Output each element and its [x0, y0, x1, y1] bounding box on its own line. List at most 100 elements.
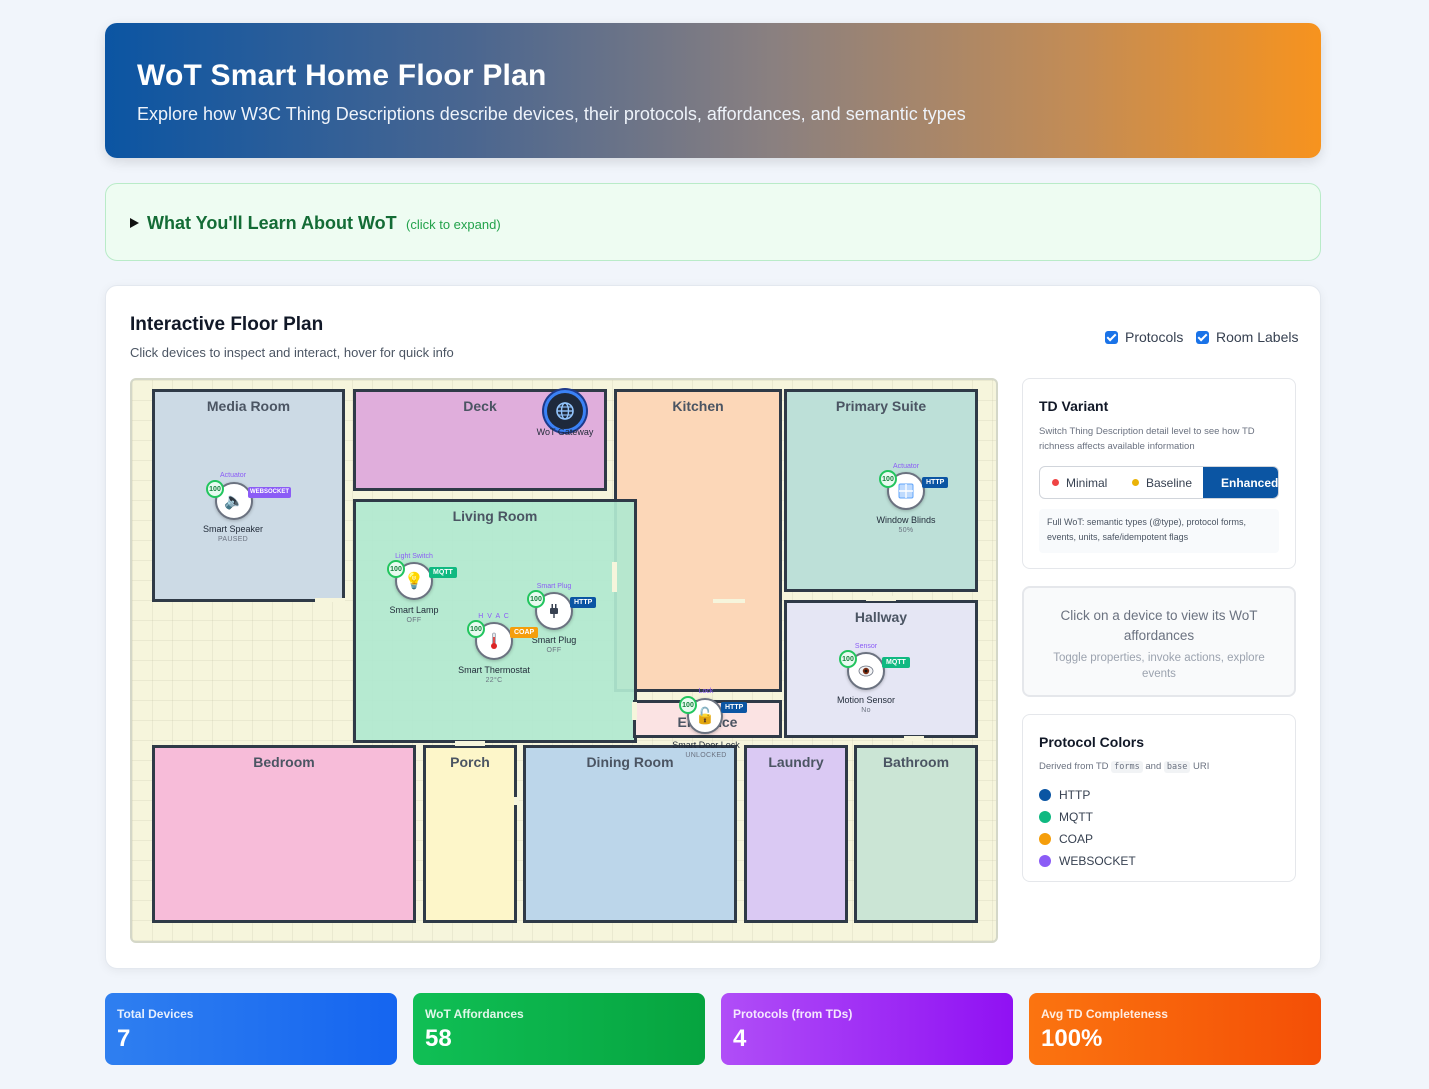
door [612, 562, 617, 592]
device-state: OFF [406, 617, 422, 624]
protocol-badge: WEBSOCKET [248, 487, 291, 498]
page-header: WoT Smart Home Floor Plan Explore how W3… [105, 23, 1321, 158]
stat-label: WoT Affordances [425, 1007, 524, 1021]
inspector-hint: Toggle properties, invoke actions, explo… [1053, 652, 1265, 680]
protocol-badge: MQTT [429, 567, 457, 578]
td-variant-description: Switch Thing Description detail level to… [1039, 426, 1255, 452]
room-label: Bedroom [253, 754, 315, 770]
code-base: base [1163, 761, 1191, 773]
description-text: URI [1193, 761, 1210, 772]
learn-expander[interactable]: What You'll Learn About WoT (click to ex… [105, 183, 1321, 261]
status-dot-icon [1132, 479, 1139, 486]
variant-baseline-button[interactable]: Baseline [1122, 467, 1203, 498]
stat-value: 58 [425, 1025, 452, 1052]
bulb-icon: 💡 [404, 573, 424, 590]
device-name: Window Blinds [876, 515, 936, 525]
td-score-badge: 100 [527, 590, 545, 608]
device-name: Smart Speaker [202, 524, 264, 534]
checkbox-checked-icon[interactable] [1105, 330, 1118, 344]
inspector-prompt: Click on a device to view its WoT afford… [1060, 608, 1258, 643]
variant-enhanced-button[interactable]: Enhanced [1203, 467, 1278, 498]
room-primary-suite[interactable]: Primary Suite [784, 389, 978, 592]
door [455, 741, 485, 746]
speaker-icon: 🔈 [224, 493, 244, 510]
device-smart-door-lock[interactable]: 🔓 [687, 698, 723, 734]
room-bedroom[interactable]: Bedroom [152, 745, 416, 923]
floor-plan-canvas[interactable]: Media Room Deck Kitchen Primary Suite Li… [130, 378, 998, 943]
protocols-toggle[interactable]: Protocols [1105, 329, 1183, 345]
learn-title: What You'll Learn About WoT [147, 213, 397, 233]
protocol-badge: COAP [510, 627, 539, 638]
device-inspector-placeholder: Click on a device to view its WoT afford… [1022, 586, 1296, 697]
globe-icon [556, 402, 574, 420]
room-label: Primary Suite [835, 398, 927, 414]
protocol-colors-description: Derived from TD forms and base URI [1039, 761, 1210, 773]
legend-item-http: HTTP [1039, 784, 1136, 806]
swatch-icon [1039, 811, 1051, 823]
variant-label: Enhanced [1221, 475, 1279, 490]
door [713, 599, 745, 603]
floorplan-subtitle: Click devices to inspect and interact, h… [130, 345, 454, 360]
room-label: Bathroom [882, 754, 950, 770]
status-dot-icon [1052, 479, 1059, 486]
protocol-badge: HTTP [570, 597, 597, 608]
room-label: Kitchen [672, 398, 724, 414]
td-score-badge: 100 [679, 696, 697, 714]
room-porch[interactable]: Porch [423, 745, 517, 923]
device-state: UNLOCKED [685, 752, 727, 759]
room-label: Porch [450, 754, 490, 770]
protocol-colors-card: Protocol Colors Derived from TD forms an… [1022, 714, 1296, 882]
td-variant-title: TD Variant [1039, 398, 1109, 414]
protocol-badge: MQTT [882, 657, 910, 668]
wot-gateway[interactable] [544, 390, 586, 432]
room-labels-toggle-label: Room Labels [1216, 329, 1299, 345]
room-dining-room[interactable]: Dining Room [523, 745, 737, 923]
legend-item-websocket: WEBSOCKET [1039, 850, 1136, 872]
room-labels-toggle[interactable]: Room Labels [1196, 329, 1299, 345]
learn-hint: (click to expand) [406, 217, 501, 232]
device-type-label: Actuator [219, 472, 247, 479]
device-state: 22°C [485, 677, 503, 684]
legend-item-coap: COAP [1039, 828, 1136, 850]
room-label: Deck [463, 398, 497, 414]
door [514, 797, 519, 805]
room-label: Hallway [854, 609, 908, 625]
protocol-badge: HTTP [721, 702, 748, 713]
device-state: OFF [546, 647, 562, 654]
page-subtitle: Explore how W3C Thing Descriptions descr… [137, 104, 966, 124]
variant-label: Baseline [1146, 475, 1193, 490]
room-hallway[interactable]: Hallway [784, 600, 978, 738]
device-type-label: Actuator [892, 463, 920, 470]
room-label: Laundry [768, 754, 824, 770]
floorplan-title: Interactive Floor Plan [130, 314, 324, 335]
description-text: Derived from TD [1039, 761, 1109, 772]
room-kitchen[interactable]: Kitchen [614, 389, 782, 692]
room-laundry[interactable]: Laundry [744, 745, 848, 923]
legend-label: COAP [1059, 832, 1094, 846]
protocol-legend: HTTP MQTT COAP WEBSOCKET [1039, 784, 1136, 872]
room-living-room[interactable]: Living Room [353, 499, 637, 743]
device-window-blinds[interactable] [887, 472, 925, 510]
stat-value: 100% [1041, 1025, 1103, 1052]
door [632, 702, 637, 720]
td-variant-selector[interactable]: Minimal Baseline Enhanced [1039, 466, 1279, 499]
checkbox-checked-icon[interactable] [1196, 330, 1209, 344]
legend-label: HTTP [1059, 788, 1091, 802]
protocol-colors-title: Protocol Colors [1039, 734, 1145, 750]
room-deck[interactable]: Deck [353, 389, 607, 491]
lock-icon: 🔓 [695, 708, 715, 725]
protocols-toggle-label: Protocols [1125, 329, 1184, 345]
stat-avg-td-completeness: Avg TD Completeness 100% [1029, 993, 1321, 1065]
device-smart-plug[interactable] [535, 592, 573, 630]
td-score-badge: 100 [467, 620, 485, 638]
room-bathroom[interactable]: Bathroom [854, 745, 978, 923]
code-forms: forms [1111, 761, 1143, 773]
device-type-label: Sensor [854, 643, 878, 650]
variant-minimal-button[interactable]: Minimal [1040, 467, 1122, 498]
device-state: No [861, 707, 871, 714]
device-name: Smart Plug [531, 635, 577, 645]
td-score-badge: 100 [839, 650, 857, 668]
device-name: Motion Sensor [836, 695, 896, 705]
variant-label: Minimal [1066, 475, 1108, 490]
stat-value: 4 [733, 1025, 747, 1052]
